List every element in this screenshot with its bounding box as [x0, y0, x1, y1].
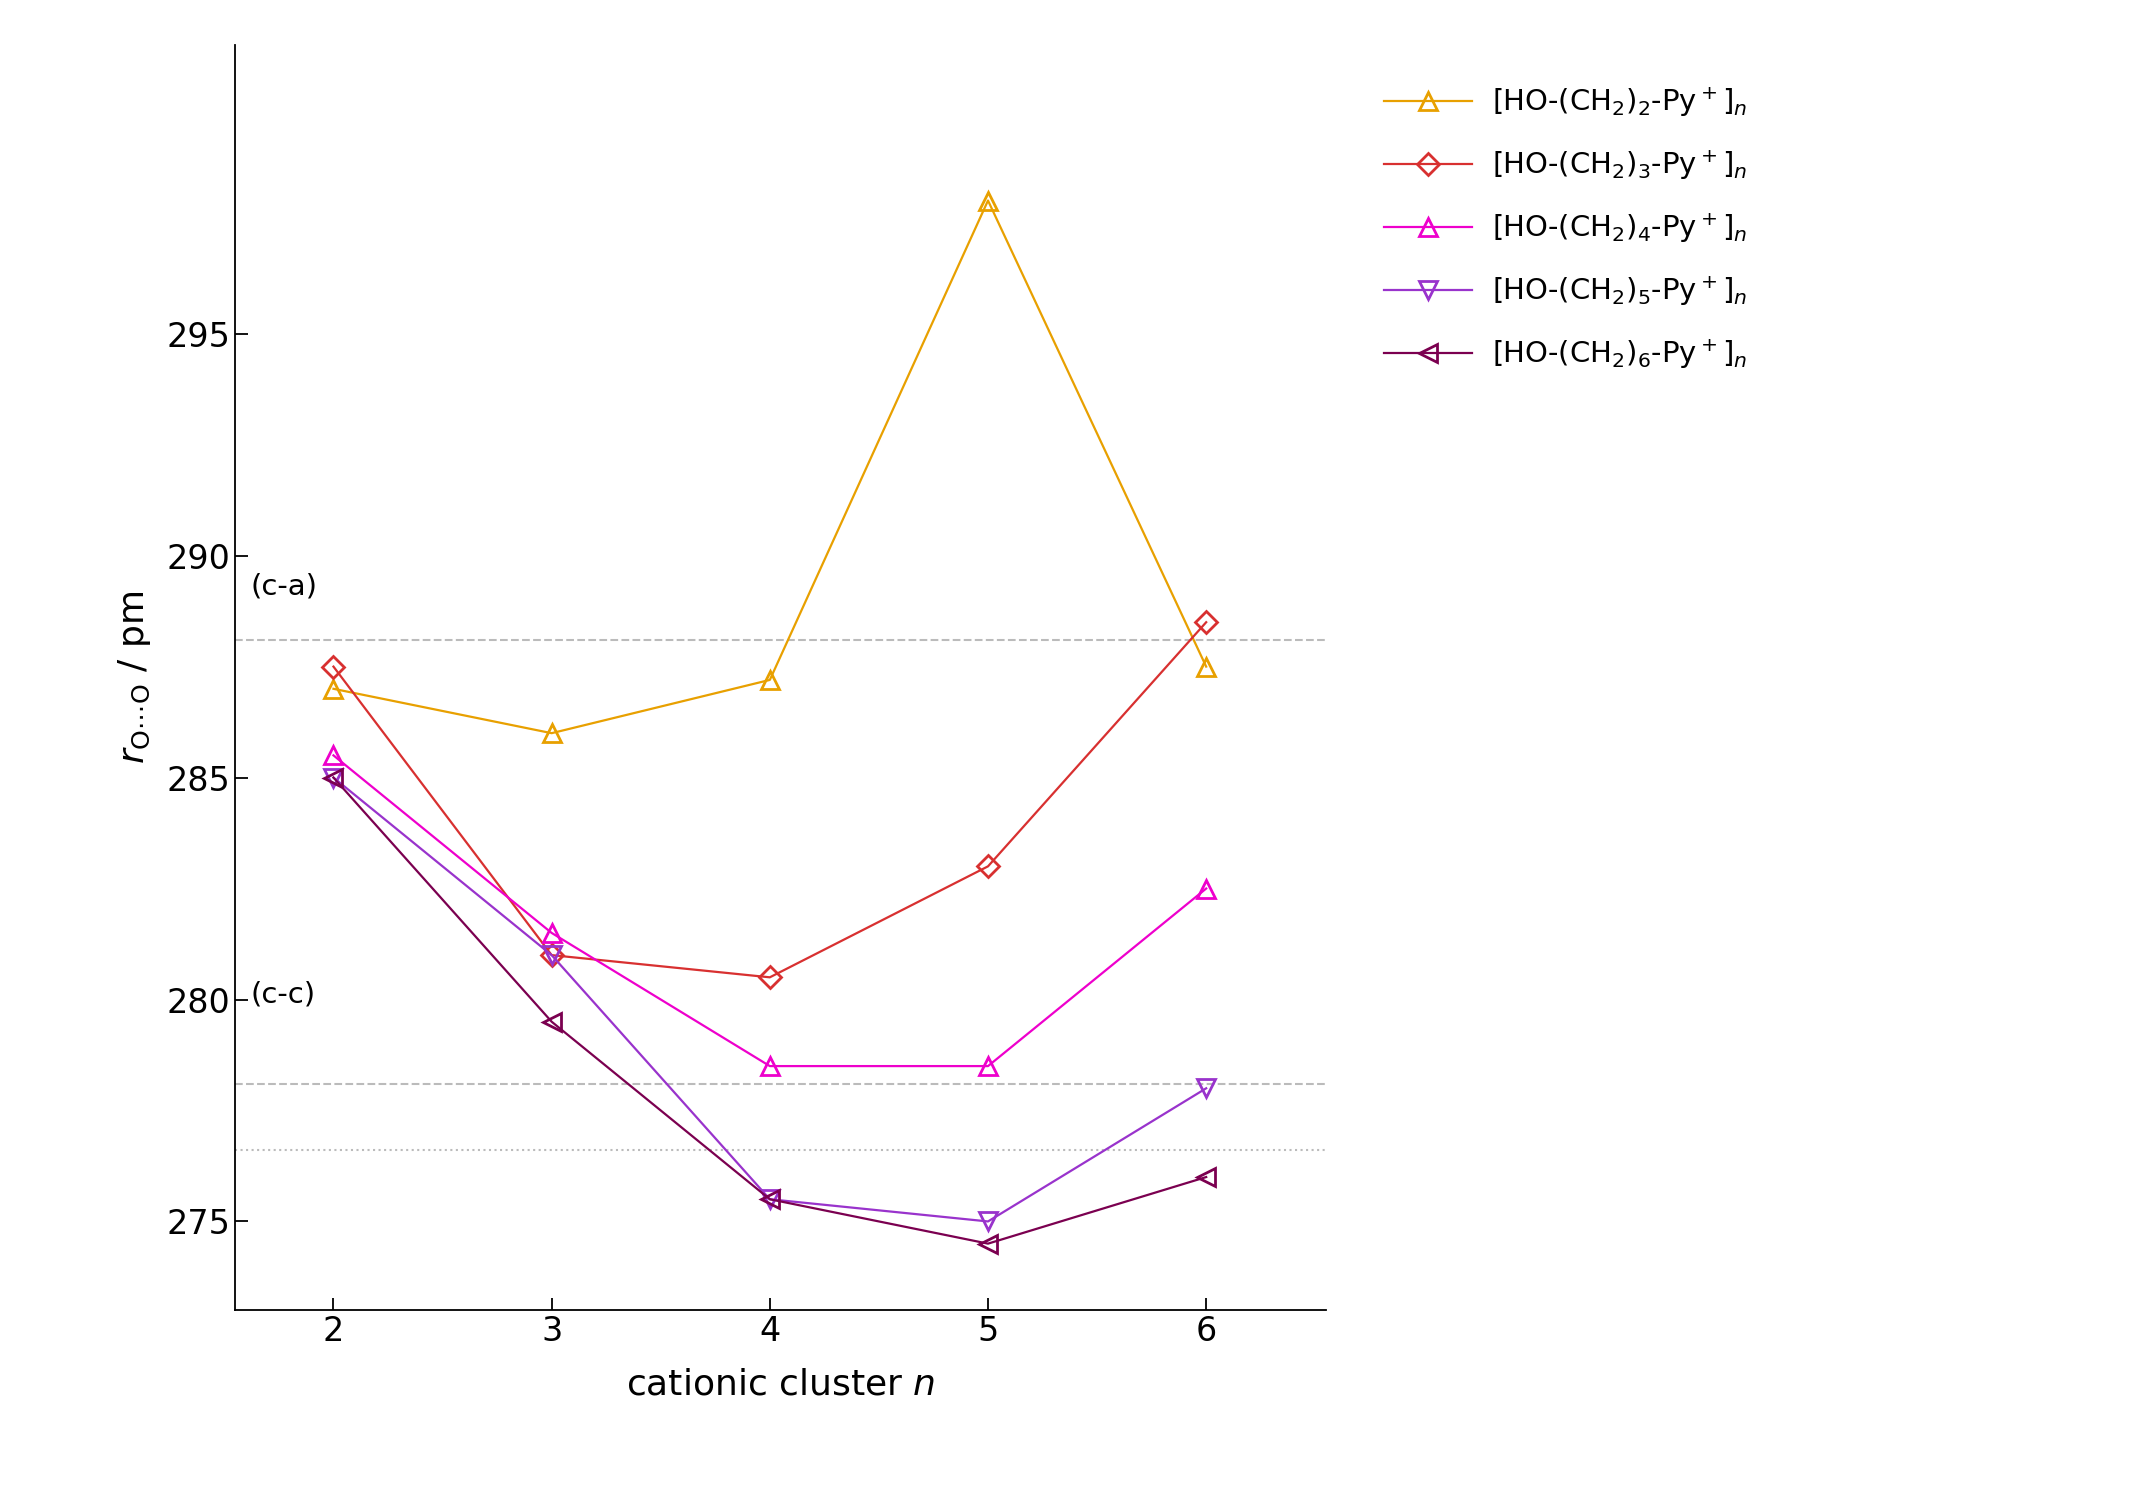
Text: (c-a): (c-a) — [250, 572, 317, 599]
Text: (c-c): (c-c) — [250, 980, 317, 1009]
Y-axis label: $r_{\mathrm{O{\cdots}O}}$ / pm: $r_{\mathrm{O{\cdots}O}}$ / pm — [116, 592, 152, 764]
X-axis label: cationic cluster $n$: cationic cluster $n$ — [627, 1367, 935, 1402]
Legend: [HO-(CH$_2$)$_2$-Py$^+$]$_n$, [HO-(CH$_2$)$_3$-Py$^+$]$_n$, [HO-(CH$_2$)$_4$-Py$: [HO-(CH$_2$)$_2$-Py$^+$]$_n$, [HO-(CH$_2… — [1384, 84, 1748, 370]
